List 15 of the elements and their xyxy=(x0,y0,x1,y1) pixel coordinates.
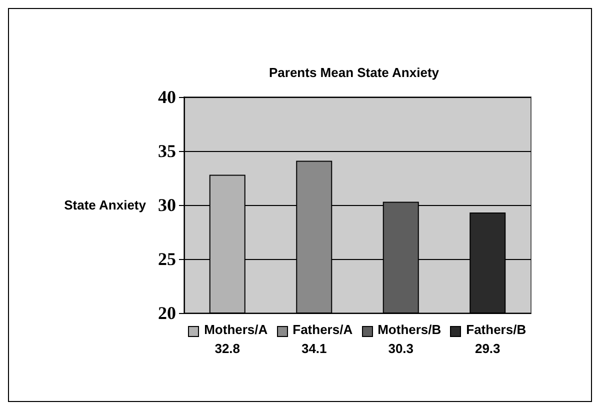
y-tick-label: 25 xyxy=(158,249,176,269)
x-tick-label: Mothers/B xyxy=(378,322,442,337)
y-tick-label: 35 xyxy=(158,141,176,161)
y-tick-label: 20 xyxy=(158,303,176,323)
data-label: 29.3 xyxy=(474,341,500,356)
x-tick-label: Fathers/B xyxy=(466,322,526,337)
x-tick-label: Fathers/A xyxy=(292,322,354,337)
data-label: 34.1 xyxy=(301,341,327,356)
x-tick-label: Mothers/A xyxy=(204,322,268,337)
y-tick-label: 30 xyxy=(158,195,176,215)
data-label: 30.3 xyxy=(388,341,414,356)
data-label: 32.8 xyxy=(214,341,240,356)
y-tick-label: 40 xyxy=(158,87,176,107)
chart-title: Parents Mean State Anxiety xyxy=(268,65,440,80)
y-axis-title: State Anxiety xyxy=(64,198,147,212)
